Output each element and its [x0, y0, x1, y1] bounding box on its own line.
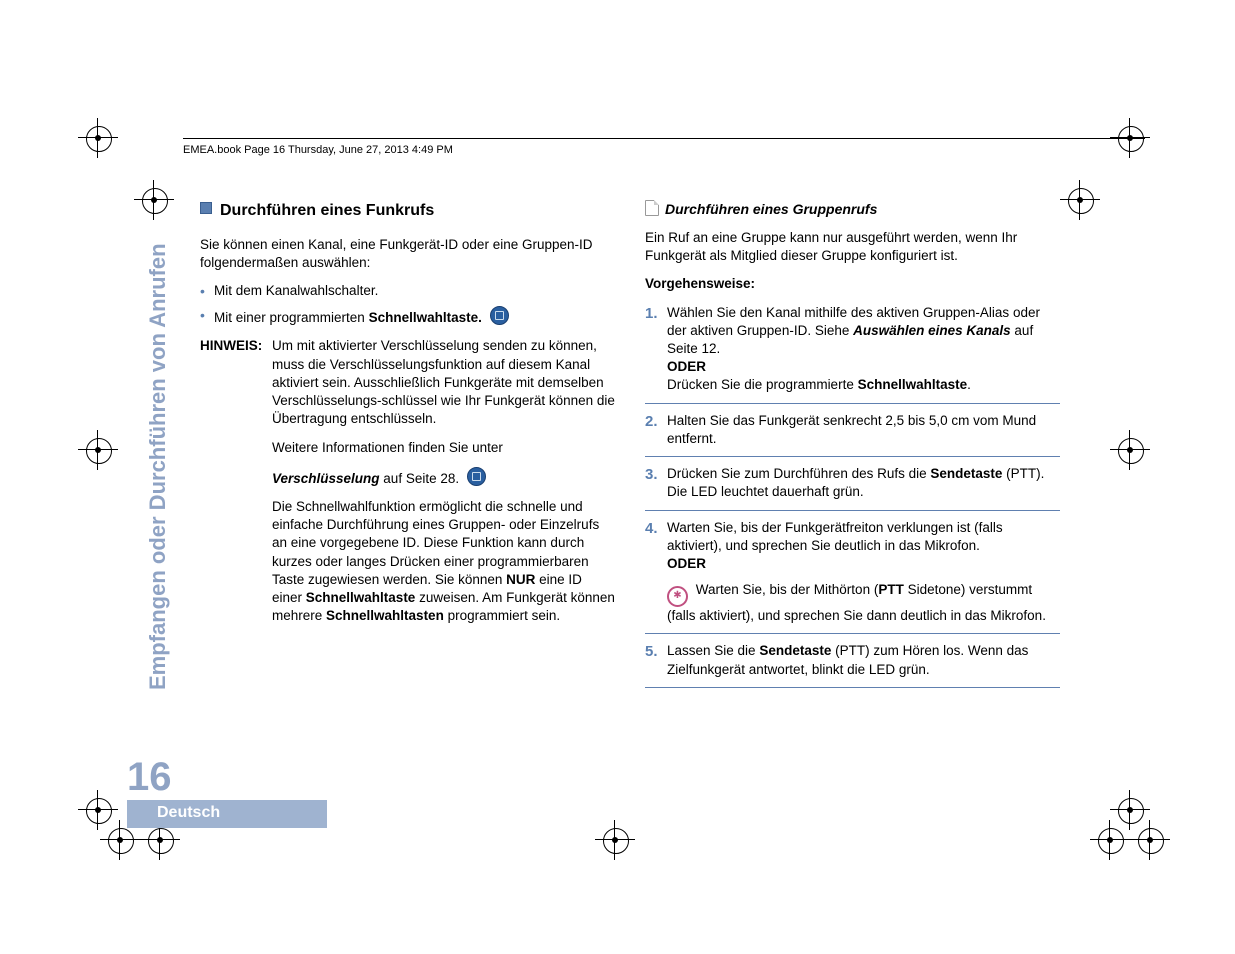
crop-mark-icon: [1090, 820, 1130, 860]
running-header: EMEA.book Page 16 Thursday, June 27, 201…: [183, 144, 453, 156]
crop-mark-icon: [134, 180, 174, 220]
feature-badge-icon: [490, 306, 509, 325]
page-number: 16: [127, 755, 172, 800]
intro-text: Sie können einen Kanal, eine Funkgerät-I…: [200, 236, 615, 272]
crop-mark-icon: [78, 118, 118, 158]
step-item: Halten Sie das Funkgerät senkrecht 2,5 b…: [645, 412, 1060, 457]
cross-reference: Verschlüsselung: [272, 471, 380, 486]
right-column: Durchführen eines Gruppenrufs Ein Ruf an…: [645, 200, 1060, 696]
crop-mark-icon: [1060, 180, 1100, 220]
step-item: Drücken Sie zum Durchführen des Rufs die…: [645, 465, 1060, 510]
section-heading-text: Durchführen eines Funkrufs: [220, 202, 434, 219]
sidetone-icon: ✱: [667, 586, 688, 607]
list-item: Mit dem Kanalwahlschalter.: [200, 282, 615, 300]
bullet-list: Mit dem Kanalwahlschalter. Mit einer pro…: [200, 282, 615, 327]
section-side-title: Empfangen oder Durchführen von Anrufen: [145, 243, 171, 690]
note-block: HINWEIS: Um mit aktivierter Verschlüssel…: [200, 337, 615, 635]
feature-badge-icon: [467, 467, 486, 486]
square-bullet-icon: [200, 202, 212, 214]
cross-reference: Auswählen eines Kanals: [853, 323, 1011, 338]
step-item: Warten Sie, bis der Funkgerätfreiton ver…: [645, 519, 1060, 635]
procedure-label: Vorgehensweise:: [645, 275, 1060, 293]
crop-mark-icon: [1110, 430, 1150, 470]
page-icon: [645, 200, 659, 216]
step-item: Wählen Sie den Kanal mithilfe des aktive…: [645, 304, 1060, 404]
note-body: Um mit aktivierter Verschlüsselung sende…: [272, 337, 615, 635]
language-tab: Deutsch: [127, 800, 327, 828]
crop-mark-icon: [1130, 820, 1170, 860]
note-label: HINWEIS:: [200, 337, 272, 635]
header-rule: [183, 138, 1145, 139]
subsection-heading: Durchführen eines Gruppenrufs: [645, 200, 1060, 219]
left-column: Durchführen eines Funkrufs Sie können ei…: [200, 200, 615, 696]
list-item: Mit einer programmierten Schnellwahltast…: [200, 306, 615, 327]
section-heading: Durchführen eines Funkrufs: [200, 200, 615, 222]
crop-mark-icon: [78, 430, 118, 470]
procedure-steps: Wählen Sie den Kanal mithilfe des aktive…: [645, 304, 1060, 688]
step-item: Lassen Sie die Sendetaste (PTT) zum Höre…: [645, 642, 1060, 687]
intro-text: Ein Ruf an eine Gruppe kann nur ausgefüh…: [645, 229, 1060, 265]
crop-mark-icon: [595, 820, 635, 860]
